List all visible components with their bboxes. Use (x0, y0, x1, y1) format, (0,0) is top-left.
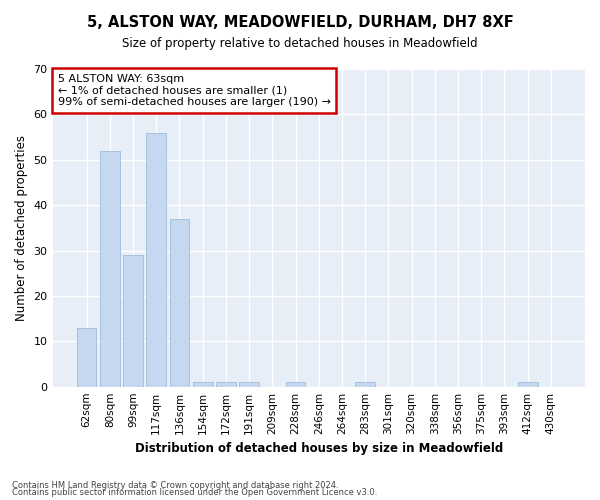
Bar (518, 382, 538, 386)
Bar (100, 150, 119, 386)
Bar (286, 382, 305, 386)
Bar (355, 382, 375, 386)
Bar (193, 382, 212, 386)
Text: Contains HM Land Registry data © Crown copyright and database right 2024.: Contains HM Land Registry data © Crown c… (12, 480, 338, 490)
Bar (77, 328, 97, 386)
Text: Size of property relative to detached houses in Meadowfield: Size of property relative to detached ho… (122, 38, 478, 51)
Bar (170, 219, 190, 386)
Bar (123, 255, 143, 386)
Text: Contains public sector information licensed under the Open Government Licence v3: Contains public sector information licen… (12, 488, 377, 497)
Text: 5 ALSTON WAY: 63sqm
← 1% of detached houses are smaller (1)
99% of semi-detached: 5 ALSTON WAY: 63sqm ← 1% of detached hou… (58, 74, 331, 107)
Bar (239, 382, 259, 386)
Bar (146, 132, 166, 386)
X-axis label: Distribution of detached houses by size in Meadowfield: Distribution of detached houses by size … (134, 442, 503, 455)
Bar (216, 382, 236, 386)
Text: 5, ALSTON WAY, MEADOWFIELD, DURHAM, DH7 8XF: 5, ALSTON WAY, MEADOWFIELD, DURHAM, DH7 … (86, 15, 514, 30)
Y-axis label: Number of detached properties: Number of detached properties (15, 135, 28, 321)
